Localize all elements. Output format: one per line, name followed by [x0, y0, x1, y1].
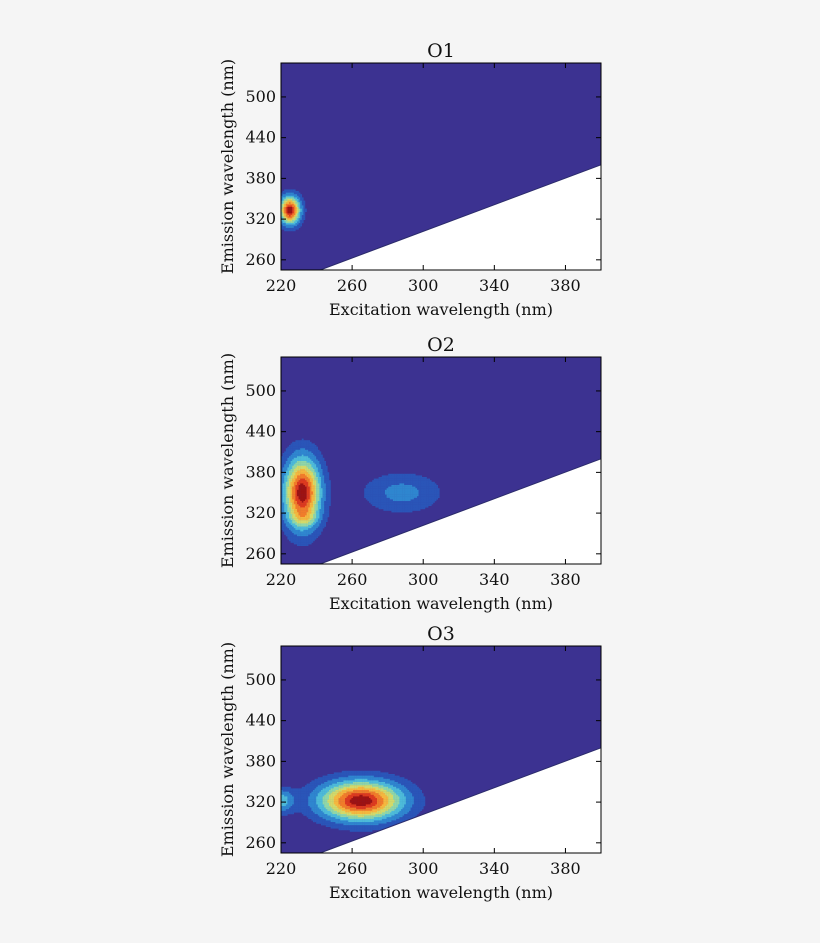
cutoff-line: [319, 164, 602, 271]
plot-frame: [280, 62, 602, 271]
contour-fill: [281, 770, 426, 832]
x-axis-label: Excitation wavelength (nm): [329, 594, 553, 613]
x-tick-label: 340: [479, 859, 510, 878]
x-tick-label: 300: [408, 276, 439, 295]
y-axis-label: Emission wavelength (nm): [218, 353, 237, 568]
y-tick-label: 380: [245, 751, 276, 770]
panel-title: O3: [427, 623, 455, 645]
x-tick-label: 260: [337, 570, 368, 589]
y-tick-label: 260: [245, 544, 276, 563]
y-tick-label: 440: [245, 422, 276, 441]
x-tick-label: 380: [550, 276, 581, 295]
contour-fill: [281, 189, 307, 232]
data-region: [281, 357, 601, 564]
y-axis-label: Emission wavelength (nm): [218, 59, 237, 274]
y-tick-label: 260: [245, 250, 276, 269]
panel-title: O2: [427, 334, 455, 356]
data-region: [281, 63, 601, 270]
x-axis-label: Excitation wavelength (nm): [329, 300, 553, 319]
y-tick-label: 380: [245, 168, 276, 187]
y-tick-label: 320: [245, 209, 276, 228]
x-tick-label: 380: [550, 859, 581, 878]
eem-panel-O3: 220 260 300 340 380 260 320 380 440 500 O3 Excitati…: [218, 623, 602, 902]
plot-frame: [280, 645, 602, 854]
x-tick-label: 220: [266, 276, 297, 295]
x-tick-label: 300: [408, 859, 439, 878]
panel-title: O1: [427, 40, 455, 62]
x-tick-label: 220: [266, 570, 297, 589]
plot-frame: [280, 356, 602, 565]
y-tick-label: 500: [245, 381, 276, 400]
x-tick-label: 380: [550, 570, 581, 589]
y-tick-label: 440: [245, 128, 276, 147]
eem-panel-O2: 220 260 300 340 380 260 320 380 440 500 O2 Excitati…: [218, 334, 602, 613]
cutoff-line: [319, 747, 602, 854]
x-tick-label: 260: [337, 276, 368, 295]
y-tick-label: 440: [245, 711, 276, 730]
x-tick-label: 340: [479, 276, 510, 295]
y-tick-label: 380: [245, 462, 276, 481]
x-tick-label: 340: [479, 570, 510, 589]
y-tick-label: 500: [245, 87, 276, 106]
x-tick-label: 260: [337, 859, 368, 878]
contour-fill: [281, 438, 440, 546]
y-tick-label: 260: [245, 833, 276, 852]
y-axis-label: Emission wavelength (nm): [218, 642, 237, 857]
y-tick-label: 500: [245, 670, 276, 689]
y-tick-label: 320: [245, 792, 276, 811]
cutoff-line: [319, 458, 602, 565]
x-tick-label: 300: [408, 570, 439, 589]
x-axis-label: Excitation wavelength (nm): [329, 883, 553, 902]
eem-panel-O1: 220 260 300 340 380 260 320 380 440 500 O1 Excitati…: [218, 40, 602, 319]
y-tick-label: 320: [245, 503, 276, 522]
x-tick-label: 220: [266, 859, 297, 878]
